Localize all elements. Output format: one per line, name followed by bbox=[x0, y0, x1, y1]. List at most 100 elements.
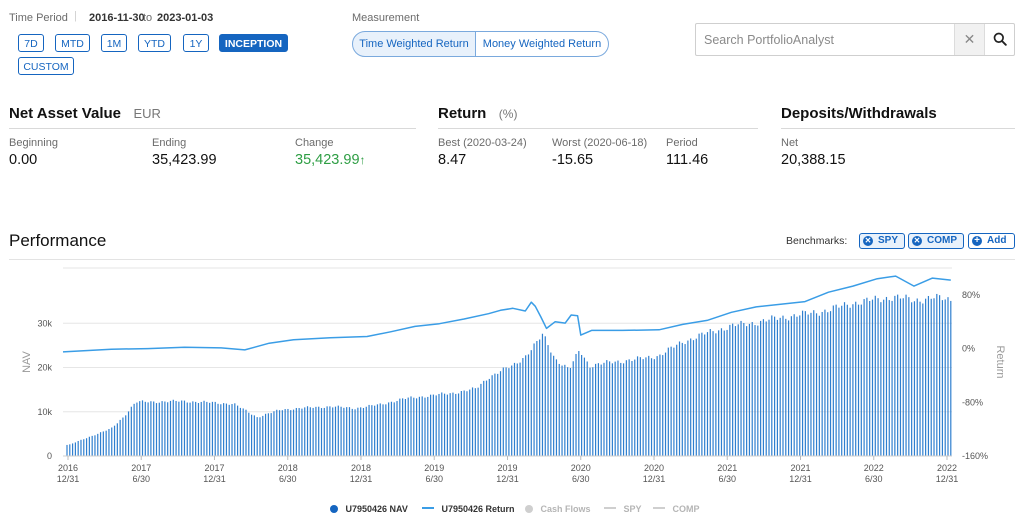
nav-bar bbox=[804, 311, 806, 456]
nav-ending-value: 35,423.99 bbox=[152, 152, 217, 168]
chart-legend: U7950426 NAV U7950426 Return Cash Flows … bbox=[0, 499, 1024, 514]
clear-search-button[interactable]: ✕ bbox=[954, 24, 984, 55]
x-axis-tick-year: 2020 bbox=[571, 463, 591, 473]
nav-bar bbox=[88, 436, 90, 456]
nav-bar bbox=[242, 408, 244, 456]
nav-bar bbox=[631, 361, 633, 456]
nav-bar bbox=[399, 398, 401, 456]
period-button-mtd[interactable]: MTD bbox=[55, 34, 90, 52]
benchmark-chip-spy[interactable]: ✕ SPY bbox=[859, 233, 905, 249]
nav-bar bbox=[950, 300, 952, 456]
x-axis-tick-date: 12/31 bbox=[203, 474, 226, 484]
nav-bar bbox=[410, 396, 412, 456]
nav-bar bbox=[871, 299, 874, 456]
nav-bar bbox=[404, 399, 407, 456]
money-weighted-return-toggle[interactable]: Money Weighted Return bbox=[476, 31, 609, 57]
legend-item-return[interactable]: U7950426 Return bbox=[422, 499, 515, 517]
period-button-1y[interactable]: 1Y bbox=[183, 34, 209, 52]
nav-bar bbox=[690, 338, 692, 456]
nav-bar bbox=[499, 371, 502, 456]
legend-item-comp[interactable]: COMP bbox=[653, 499, 699, 517]
search-button[interactable] bbox=[984, 24, 1014, 55]
return-line-path bbox=[62, 275, 951, 353]
nav-bar bbox=[228, 404, 230, 456]
period-button-1m[interactable]: 1M bbox=[101, 34, 127, 52]
nav-bar bbox=[796, 316, 798, 456]
nav-bar bbox=[284, 409, 286, 456]
legend-item-spy[interactable]: SPY bbox=[604, 499, 641, 517]
nav-bar bbox=[214, 401, 216, 456]
nav-bar bbox=[463, 390, 465, 456]
nav-bar bbox=[628, 359, 630, 456]
nav-bar bbox=[911, 302, 913, 456]
nav-bar bbox=[695, 338, 697, 456]
period-button-inception[interactable]: INCEPTION bbox=[219, 34, 288, 52]
x-axis-tick-year: 2016 bbox=[58, 463, 78, 473]
nav-bar bbox=[720, 328, 723, 456]
nav-bar bbox=[824, 309, 826, 456]
nav-bar bbox=[102, 431, 104, 456]
x-axis-tick-year: 2017 bbox=[131, 463, 151, 473]
time-weighted-return-toggle[interactable]: Time Weighted Return bbox=[352, 31, 476, 57]
nav-bars bbox=[66, 293, 952, 456]
nav-bar bbox=[743, 323, 745, 456]
nav-bar bbox=[885, 296, 888, 456]
nav-change-label: Change bbox=[295, 137, 334, 149]
nav-bar bbox=[754, 325, 756, 456]
nav-bar bbox=[74, 442, 76, 456]
legend-comp-label: COMP bbox=[672, 504, 700, 514]
nav-bar bbox=[807, 314, 809, 456]
nav-bar bbox=[687, 340, 689, 456]
nav-ending-label: Ending bbox=[152, 137, 187, 149]
nav-bar bbox=[223, 403, 225, 456]
x-axis-tick-year: 2020 bbox=[644, 463, 664, 473]
legend-item-cash-flows[interactable]: Cash Flows bbox=[525, 499, 590, 517]
nav-change-value: 35,423.99 bbox=[295, 152, 360, 168]
nav-bar bbox=[491, 375, 493, 456]
close-icon: ✕ bbox=[963, 31, 976, 47]
nav-bar bbox=[253, 415, 255, 456]
deposits-divider bbox=[781, 128, 1015, 129]
nav-bar bbox=[312, 407, 314, 456]
measurement-label: Measurement bbox=[352, 12, 420, 24]
nav-bar bbox=[939, 295, 941, 456]
nav-axis-tick: 20k bbox=[37, 363, 52, 373]
x-axis-tick-date: 6/30 bbox=[132, 474, 150, 484]
legend-item-nav[interactable]: U7950426 NAV bbox=[330, 499, 408, 517]
nav-bar bbox=[681, 342, 683, 456]
remove-icon[interactable]: ✕ bbox=[863, 236, 873, 246]
nav-bar bbox=[933, 298, 935, 456]
benchmark-chip-comp[interactable]: ✕ COMP bbox=[908, 233, 964, 249]
nav-bar bbox=[530, 350, 532, 456]
add-benchmark-button[interactable]: + Add bbox=[968, 233, 1015, 249]
remove-icon[interactable]: ✕ bbox=[912, 236, 922, 246]
nav-bar bbox=[505, 367, 507, 456]
nav-bar bbox=[248, 412, 250, 456]
nav-bar bbox=[620, 362, 622, 456]
nav-bar bbox=[418, 396, 420, 456]
legend-dot-icon bbox=[525, 505, 533, 513]
nav-bar bbox=[737, 324, 739, 456]
nav-bar bbox=[787, 320, 790, 456]
nav-bar bbox=[139, 401, 141, 456]
nav-beginning-value: 0.00 bbox=[9, 152, 38, 168]
nav-bar bbox=[927, 295, 930, 456]
nav-bar bbox=[125, 415, 127, 456]
search-icon bbox=[993, 32, 1007, 46]
nav-bar bbox=[83, 439, 85, 456]
return-best-value: 8.47 bbox=[438, 152, 467, 168]
nav-bar bbox=[894, 295, 896, 456]
nav-bar bbox=[785, 318, 787, 456]
nav-bar bbox=[374, 405, 376, 456]
nav-bar bbox=[483, 380, 485, 456]
nav-bar bbox=[186, 402, 188, 456]
nav-bar bbox=[810, 312, 812, 456]
period-button-7d[interactable]: 7D bbox=[18, 34, 44, 52]
period-button-custom[interactable]: CUSTOM bbox=[18, 57, 74, 75]
x-axis-tick-year: 2022 bbox=[864, 463, 884, 473]
period-button-ytd[interactable]: YTD bbox=[138, 34, 171, 52]
search-input[interactable] bbox=[696, 24, 954, 55]
nav-bar bbox=[564, 364, 566, 456]
nav-bar bbox=[158, 402, 160, 456]
